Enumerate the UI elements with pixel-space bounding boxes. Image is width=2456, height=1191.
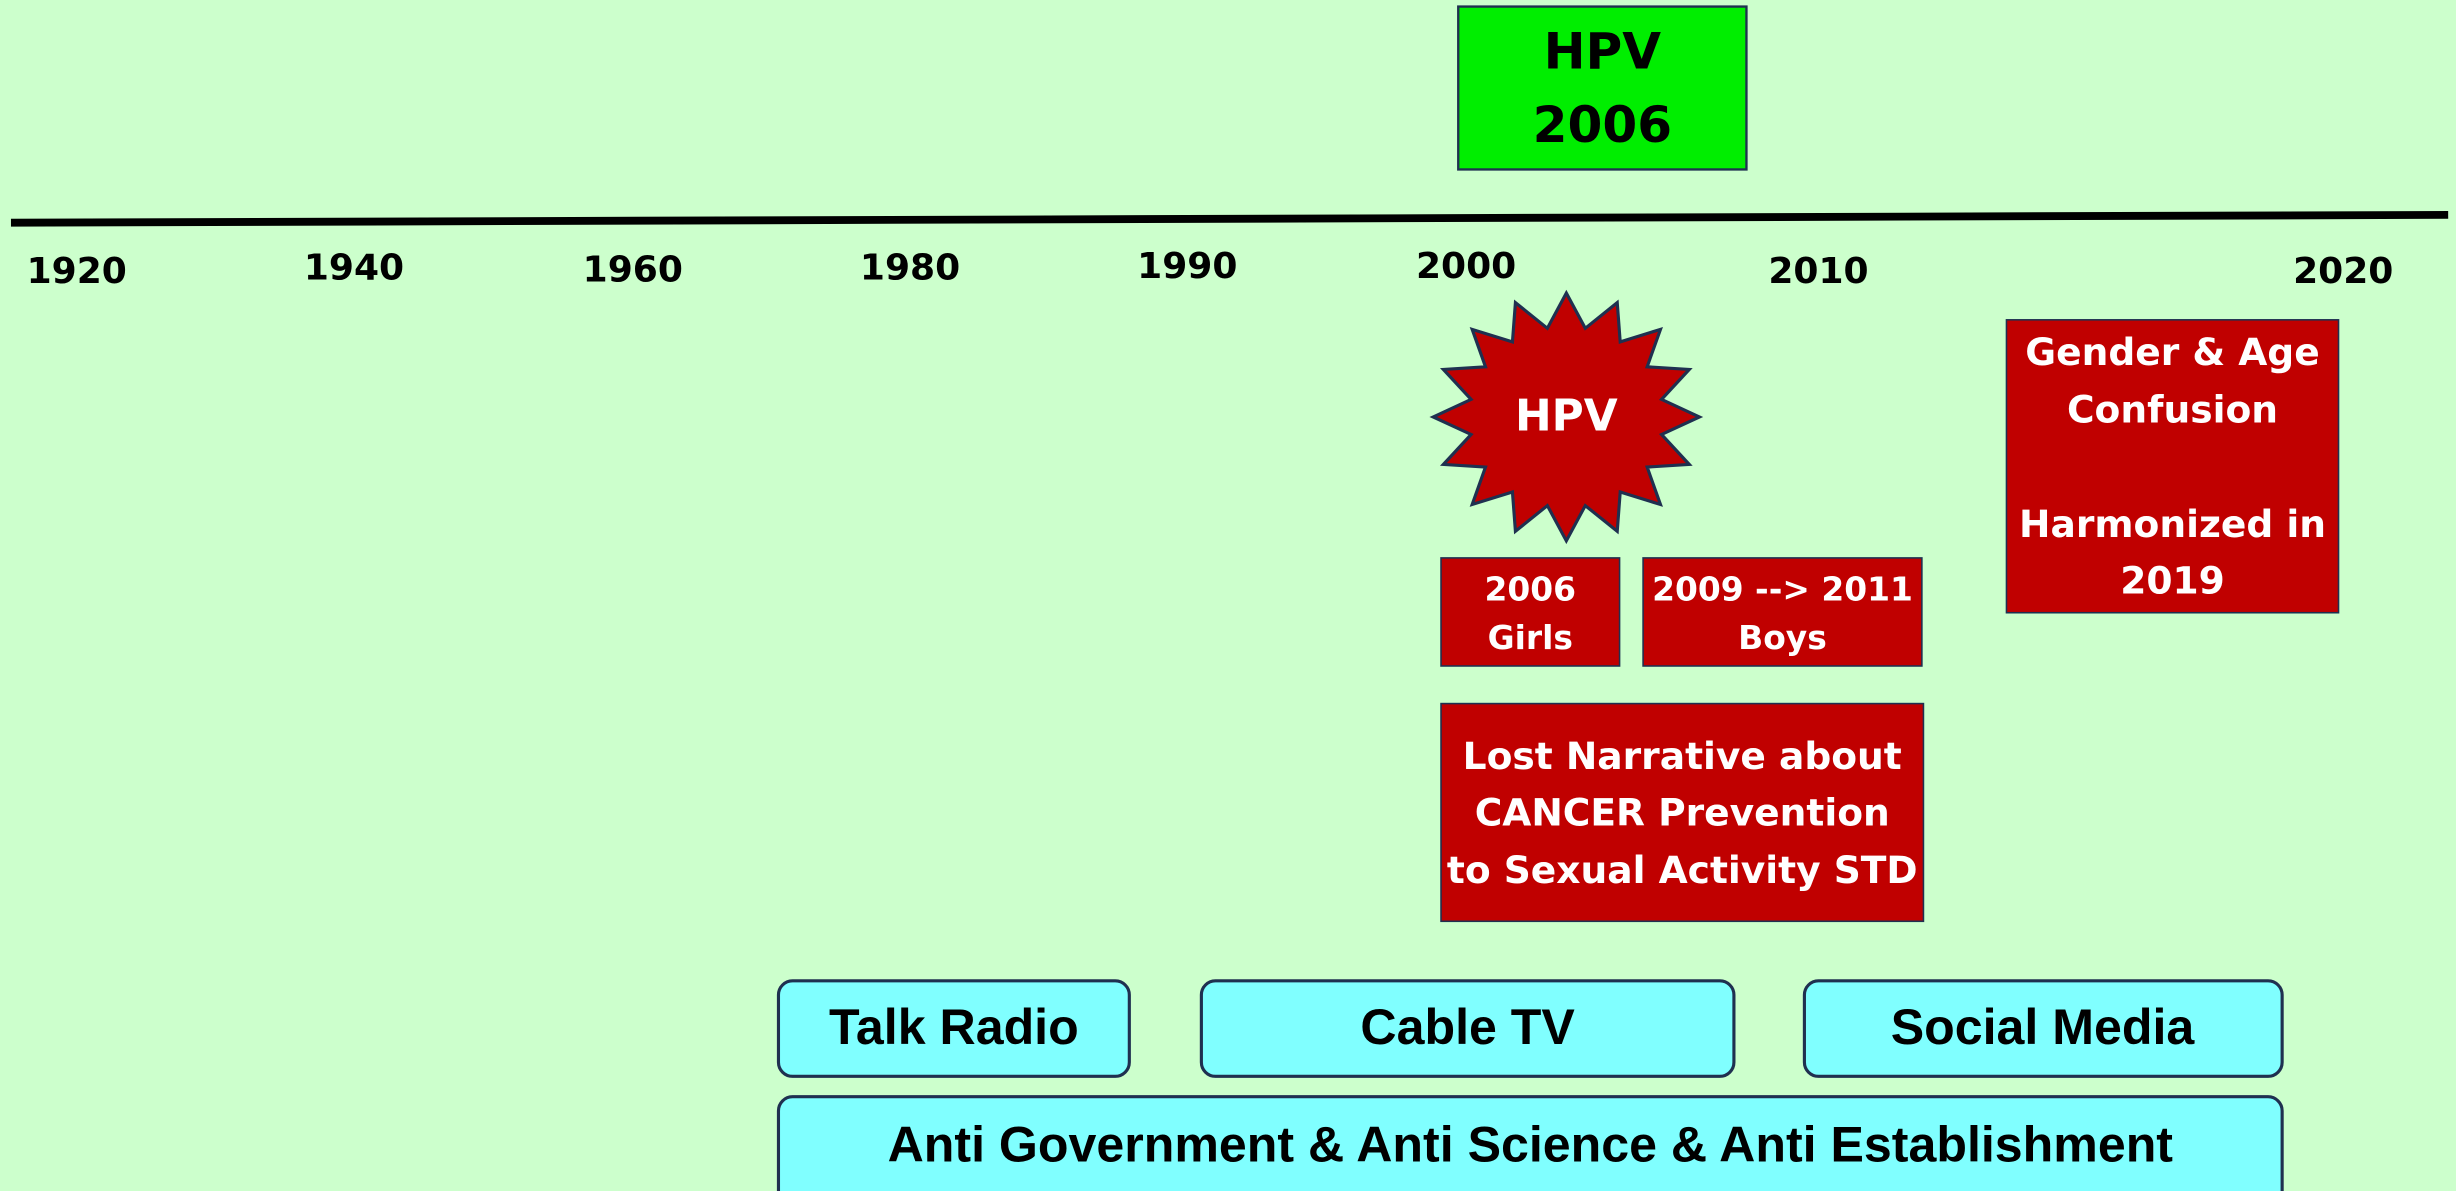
- media-box: [1199, 979, 1736, 1078]
- top-box-text: 2006: [1533, 95, 1672, 154]
- boys-text: 2009 --> 2011: [1652, 569, 1913, 608]
- media-box: [776, 979, 1131, 1078]
- top-box: [1457, 5, 1748, 171]
- media-label: Social Media: [1891, 999, 2196, 1055]
- starburst: [1429, 289, 1704, 545]
- gender-text: Confusion: [2067, 388, 2278, 432]
- starburst-label: HPV: [1515, 391, 1618, 442]
- year-label: 2010: [1768, 251, 1868, 292]
- year-label: 1990: [1137, 246, 1237, 287]
- narrative-text: Lost Narrative about: [1463, 734, 1902, 778]
- girls-box: [1440, 557, 1621, 667]
- media-label: Talk Radio: [829, 999, 1079, 1055]
- narrative-text: CANCER Prevention: [1475, 790, 1890, 834]
- gender-text: Gender & Age: [2025, 330, 2319, 374]
- girls-text: 2006: [1485, 569, 1577, 608]
- media-label: Cable TV: [1360, 999, 1575, 1055]
- top-box-text: HPV: [1544, 22, 1662, 81]
- boys-text: Boys: [1738, 618, 1827, 657]
- footer-box: [776, 1095, 2284, 1191]
- narrative-box: [1440, 702, 1925, 923]
- year-label: 2000: [1416, 246, 1516, 287]
- narrative-text: to Sexual Activity STD: [1447, 848, 1918, 892]
- gender-box: [2005, 319, 2340, 614]
- footer-label: Anti Government & Anti Science & Anti Es…: [888, 1117, 2174, 1173]
- media-box: [1802, 979, 2284, 1078]
- gender-text: 2019: [2120, 558, 2225, 602]
- girls-text: Girls: [1488, 618, 1573, 657]
- year-label: 1980: [860, 248, 960, 289]
- gender-text: Harmonized in: [2019, 502, 2326, 546]
- year-label: 1940: [304, 248, 404, 289]
- year-label: 2020: [2293, 251, 2393, 292]
- year-label: 1960: [583, 249, 683, 290]
- year-label: 1920: [27, 251, 127, 292]
- boys-box: [1642, 557, 1923, 667]
- timeline-axis: [10, 210, 2449, 227]
